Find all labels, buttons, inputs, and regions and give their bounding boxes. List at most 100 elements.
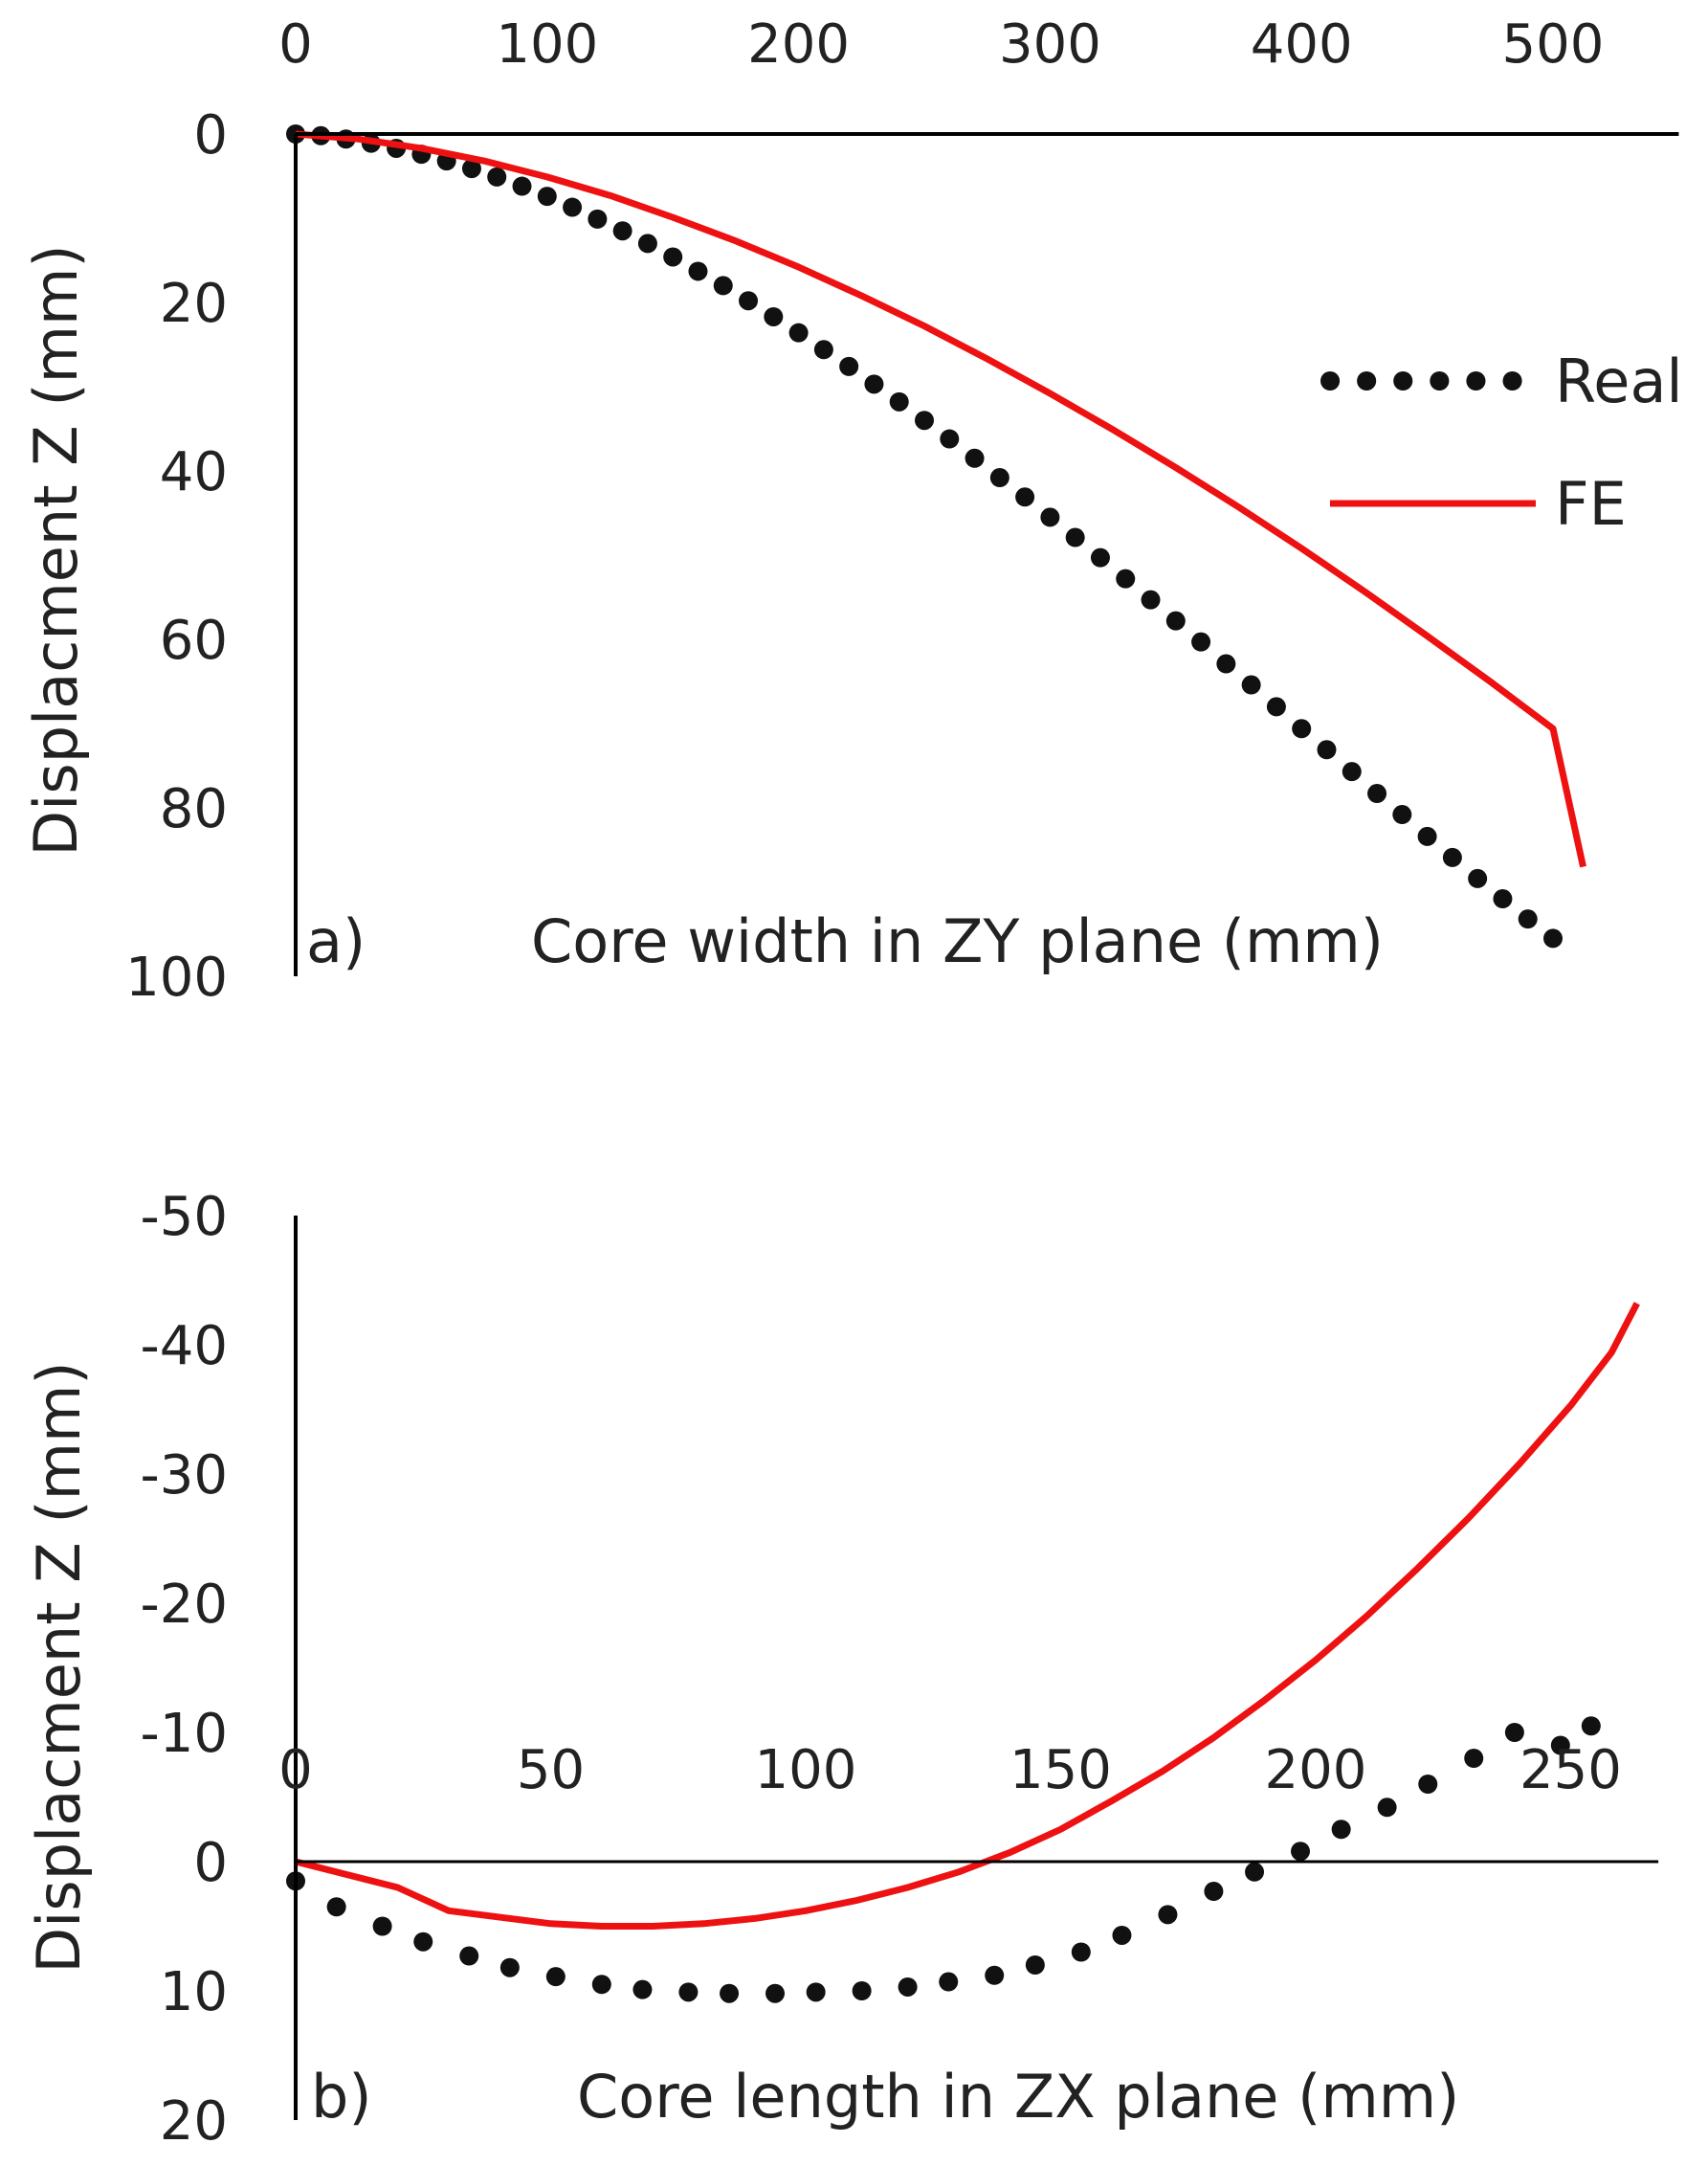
data-point-real-a — [1317, 740, 1337, 760]
data-point-real-b — [413, 1932, 433, 1952]
legend: Real FE — [1320, 346, 1683, 539]
data-point-real-a — [813, 340, 833, 360]
data-point-real-b — [678, 1982, 699, 2002]
data-point-real-a — [588, 209, 608, 229]
data-point-real-a — [764, 306, 784, 326]
y-axis-title-a: Displacment Z (mm) — [21, 244, 91, 856]
data-point-real-a — [637, 234, 657, 254]
data-point-real-a — [1015, 487, 1035, 507]
data-point-real-b — [1071, 1942, 1091, 1962]
x-tick-label-b: 0 — [278, 1739, 313, 1801]
data-point-real-a — [563, 197, 583, 217]
x-tick-label-a: 300 — [999, 13, 1101, 76]
x-tick-label-a: 100 — [496, 13, 598, 76]
data-point-real-b — [1331, 1820, 1351, 1840]
data-point-real-a — [1141, 590, 1161, 610]
data-point-real-b — [1581, 1716, 1601, 1736]
y-tick-label-a: 80 — [160, 778, 228, 840]
data-point-real-a — [1241, 675, 1261, 695]
data-point-real-b — [1377, 1798, 1397, 1818]
x-axis-title-a: Core width in ZY plane (mm) — [531, 906, 1384, 976]
panel-label-a: a) — [306, 906, 366, 976]
series-fe-line-b — [295, 1302, 1640, 1930]
x-tick-label-a: 400 — [1251, 13, 1353, 76]
series-real-b — [286, 1716, 1601, 2003]
y-tick-label-b: 20 — [160, 2090, 228, 2153]
y-tick-label-a: 100 — [125, 947, 228, 1009]
data-point-real-b — [591, 1975, 611, 1995]
series-fe-line-a — [295, 130, 1586, 868]
data-point-real-a — [1493, 889, 1513, 909]
y-tick-label-a: 20 — [160, 273, 228, 335]
data-point-real-a — [1442, 847, 1462, 867]
data-point-real-a — [1040, 507, 1060, 527]
data-point-real-b — [720, 1983, 740, 2003]
data-point-real-b — [1025, 1955, 1045, 1975]
data-point-real-a — [1417, 826, 1437, 846]
y-tick-label-b: -50 — [141, 1186, 228, 1248]
chart-panel-a: 0 100 200 300 400 500 0 20 40 60 80 100 a) Core wi… — [21, 13, 1683, 1009]
y-tick-label-a: 0 — [193, 104, 228, 167]
data-point-real-a — [537, 187, 557, 207]
data-point-real-b — [499, 1957, 520, 1977]
y-axis-title-b: Displacment Z (mm) — [24, 1361, 94, 1973]
y-tick-label-b: -40 — [141, 1315, 228, 1377]
data-point-real-a — [1266, 697, 1286, 717]
data-point-real-a — [940, 429, 960, 449]
data-point-real-a — [1292, 719, 1312, 739]
data-point-real-b — [1245, 1862, 1265, 1882]
data-point-real-a — [1543, 928, 1563, 949]
data-point-real-b — [765, 1983, 786, 2003]
data-point-real-b — [632, 1979, 653, 1999]
data-point-real-a — [688, 261, 708, 281]
data-point-real-a — [663, 247, 683, 267]
data-point-real-b — [1504, 1723, 1524, 1742]
data-point-real-a — [1342, 762, 1362, 782]
data-point-real-a — [1090, 547, 1110, 568]
data-point-real-a — [739, 291, 759, 311]
data-point-real-b — [1291, 1842, 1311, 1862]
y-tick-label-b: -30 — [141, 1444, 228, 1507]
data-point-real-a — [965, 448, 985, 468]
data-point-real-a — [612, 221, 632, 241]
data-point-real-a — [1191, 632, 1211, 652]
data-point-real-a — [1367, 784, 1387, 804]
data-point-real-a — [512, 176, 532, 196]
data-point-real-b — [545, 1967, 566, 1987]
data-point-real-a — [1392, 805, 1412, 825]
y-tick-label-b: 10 — [160, 1961, 228, 2023]
x-tick-label-b: 50 — [517, 1739, 585, 1801]
data-point-real-a — [788, 323, 809, 343]
data-point-real-a — [461, 159, 481, 179]
data-point-real-b — [326, 1897, 346, 1917]
data-point-real-b — [372, 1916, 392, 1936]
x-tick-label-b: 150 — [1009, 1739, 1112, 1801]
data-point-real-b — [852, 1981, 872, 2000]
data-point-real-a — [1216, 654, 1236, 674]
data-point-real-b — [1112, 1925, 1132, 1945]
y-tick-label-a: 40 — [160, 441, 228, 503]
data-point-real-b — [898, 1976, 918, 1997]
x-tick-label-b: 100 — [755, 1739, 857, 1801]
data-point-real-b — [939, 1972, 959, 1992]
data-point-real-b — [1204, 1882, 1224, 1902]
data-point-real-a — [1165, 611, 1186, 631]
data-point-real-b — [1418, 1775, 1438, 1794]
data-point-real-a — [839, 356, 859, 376]
x-tick-label-a: 500 — [1502, 13, 1605, 76]
data-point-real-b — [1464, 1749, 1484, 1768]
series-real-a — [286, 124, 1563, 949]
data-point-real-a — [1468, 868, 1488, 888]
data-point-real-a — [864, 374, 884, 394]
data-point-real-b — [806, 1982, 826, 2002]
data-point-real-a — [1065, 527, 1085, 547]
panel-label-b: b) — [311, 2062, 372, 2132]
data-point-real-a — [1518, 909, 1538, 929]
x-tick-label-a: 0 — [278, 13, 313, 76]
data-point-real-a — [1116, 569, 1136, 589]
y-tick-label-b: -20 — [141, 1574, 228, 1636]
x-tick-label-b: 250 — [1519, 1739, 1622, 1801]
data-point-real-a — [889, 391, 909, 412]
